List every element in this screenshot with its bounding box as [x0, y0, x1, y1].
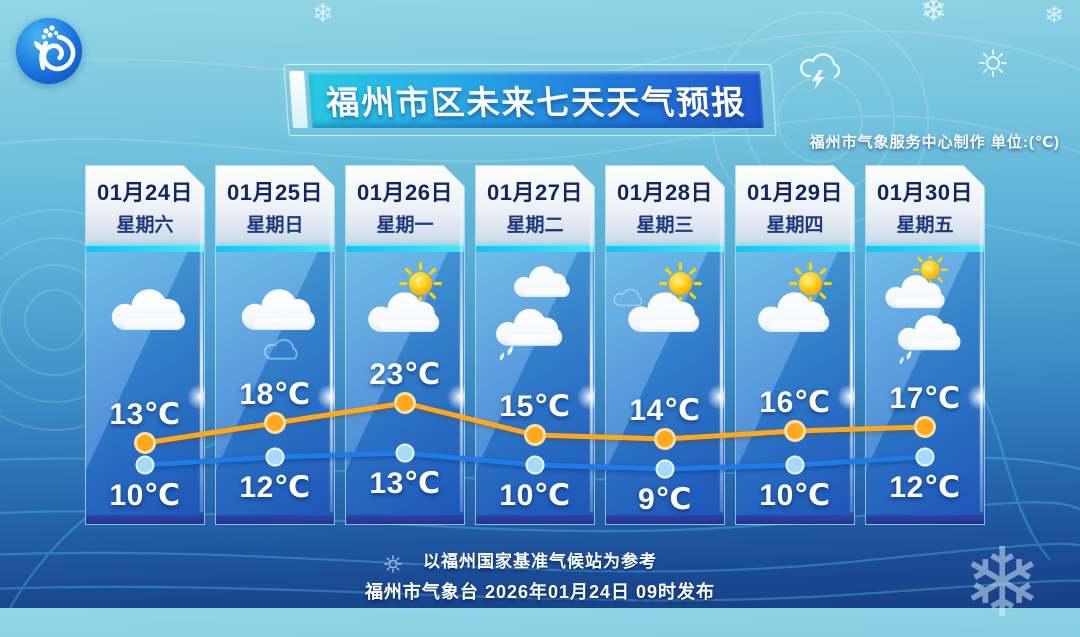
column-header: 01月25日 星期日 — [216, 166, 334, 246]
column-base — [86, 515, 204, 524]
weather-icon-sun-cloud-rain — [873, 256, 977, 373]
column-header: 01月29日 星期四 — [736, 166, 854, 246]
column-header: 01月28日 星期三 — [606, 166, 724, 246]
glass-glint — [575, 382, 605, 412]
weather-icon-sun-cloud — [613, 256, 717, 373]
weekday-label: 星期四 — [766, 215, 824, 236]
weather-icon-sun-cloud — [743, 256, 847, 373]
glass-edge-highlight — [850, 176, 853, 512]
forecast-column: 01月27日 星期二 — [475, 165, 595, 525]
weekday-label: 星期日 — [246, 215, 304, 236]
column-base — [216, 515, 334, 524]
column-base — [606, 515, 724, 524]
forecast-column: 01月25日 星期日 — [215, 165, 335, 525]
glass-edge-highlight — [980, 176, 983, 512]
weekday-label: 星期二 — [506, 215, 564, 236]
date-label: 01月24日 — [97, 180, 193, 205]
footer-issue-line: 福州市气象台 2026年01月24日 09时发布 — [364, 582, 716, 602]
weather-icon-cloudy — [223, 256, 327, 373]
forecast-column: 01月29日 星期四 — [735, 165, 855, 525]
glass-glint — [185, 382, 215, 412]
column-base — [476, 515, 594, 524]
flower-mark — [41, 25, 59, 40]
date-label: 01月28日 — [617, 180, 713, 205]
glass-edge-highlight — [460, 176, 463, 512]
page-title: 福州市区未来七天天气预报 — [324, 83, 748, 121]
header-divider — [736, 246, 854, 252]
header-divider — [866, 246, 984, 252]
weekday-label: 星期一 — [376, 215, 434, 236]
glass-edge-highlight — [200, 176, 203, 512]
footer-attribution: 以福州国家基准气候站为参考 福州市气象台 2026年01月24日 09时发布 — [0, 547, 1080, 604]
weather-icon-sun-cloud — [353, 256, 457, 373]
date-label: 01月26日 — [357, 180, 453, 205]
glass-glint — [315, 382, 345, 412]
glass-glint — [445, 382, 475, 412]
header-divider — [606, 246, 724, 252]
weather-icon-cloudy — [93, 256, 197, 373]
weekday-label: 星期三 — [636, 215, 694, 236]
date-label: 01月25日 — [227, 180, 323, 205]
glass-glint — [965, 382, 995, 412]
title-banner: 福州市区未来七天天气预报 — [283, 64, 777, 136]
header-divider — [476, 246, 594, 252]
header-divider — [346, 246, 464, 252]
column-header: 01月26日 星期一 — [346, 166, 464, 246]
glass-glint — [705, 382, 735, 412]
column-header: 01月27日 星期二 — [476, 166, 594, 246]
station-logo — [16, 18, 82, 84]
column-header: 01月24日 星期六 — [86, 166, 204, 246]
date-label: 01月29日 — [747, 180, 843, 205]
column-header: 01月30日 星期五 — [866, 166, 984, 246]
footer-reference-line: 以福州国家基准气候站为参考 — [423, 552, 657, 571]
column-body — [866, 252, 984, 515]
glass-edge-highlight — [720, 176, 723, 512]
header-divider — [216, 246, 334, 252]
glass-edge-highlight — [330, 176, 333, 512]
date-label: 01月27日 — [487, 180, 583, 205]
column-base — [866, 515, 984, 524]
forecast-column: 01月28日 星期三 — [605, 165, 725, 525]
forecast-column: 01月26日 星期一 — [345, 165, 465, 525]
banner-bar: 福州市区未来七天天气预报 — [308, 71, 764, 128]
column-base — [736, 515, 854, 524]
glass-glint — [835, 382, 865, 412]
date-label: 01月30日 — [877, 180, 973, 205]
weather-broadcast-screen: 福州市区未来七天天气预报 福州市气象服务中心制作 单位:(℃) ❄ ❄ ❄ ❄ — [0, 18, 1080, 632]
weekday-label: 星期六 — [116, 215, 174, 236]
credit-line: 福州市气象服务中心制作 单位:(℃) — [809, 134, 1060, 151]
weather-icon-clouds-rain — [483, 256, 587, 373]
weekday-label: 星期五 — [896, 215, 954, 236]
glass-edge-highlight — [590, 176, 593, 512]
forecast-column: 01月30日 星期五 — [865, 165, 985, 525]
column-base — [346, 515, 464, 524]
header-divider — [86, 246, 204, 252]
forecast-column: 01月24日 星期六 — [85, 165, 205, 525]
